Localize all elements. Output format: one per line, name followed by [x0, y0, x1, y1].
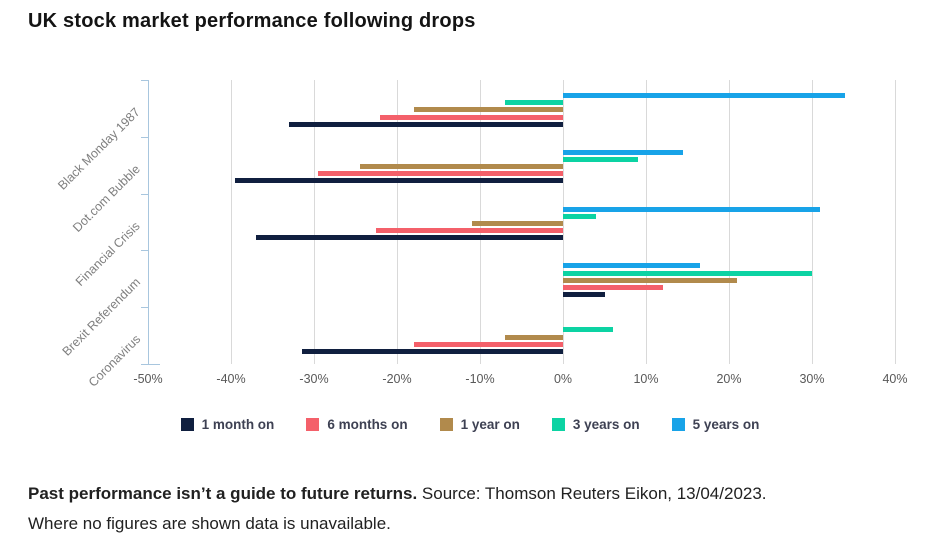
legend-item: 5 years on — [671, 417, 760, 432]
legend-label: 3 years on — [572, 417, 640, 432]
x-tick-label-0pct: 0% — [553, 372, 573, 386]
y-axis-spine — [148, 80, 149, 364]
bar — [413, 107, 563, 113]
gridline--40 — [231, 80, 232, 364]
legend-swatch-icon — [306, 418, 320, 431]
legend-label: 1 year on — [460, 417, 520, 432]
bar — [504, 100, 563, 106]
bar — [563, 327, 613, 333]
gridline--20 — [397, 80, 398, 364]
gridline-20 — [729, 80, 730, 364]
gridline-0 — [563, 80, 564, 364]
legend-item: 1 month on — [180, 417, 275, 432]
y-axis-tick — [141, 193, 148, 195]
legend-swatch-icon — [671, 418, 685, 431]
footnote-line-1: Past performance isn’t a guide to future… — [28, 479, 918, 509]
legend-swatch-icon — [551, 418, 565, 431]
bar — [380, 114, 563, 120]
x-tick-label-40pct: 40% — [882, 372, 908, 386]
bar-chart-plot-area: -50% -40% -30% -20% -10% 0% 10% 20% 30% 40% Black … — [55, 80, 908, 390]
footnote-warning-text: Past performance isn’t a guide to future… — [28, 484, 418, 503]
bar — [255, 235, 563, 241]
chart-footnote: Past performance isn’t a guide to future… — [28, 479, 918, 539]
legend-item: 3 years on — [551, 417, 640, 432]
legend-item: 6 months on — [306, 417, 408, 432]
gridline-30 — [812, 80, 813, 364]
bar — [318, 171, 563, 177]
y-axis-tick — [141, 364, 148, 365]
x-tick-label-30pct: 30% — [799, 372, 825, 386]
y-axis-tick — [141, 307, 148, 309]
bar — [563, 292, 605, 297]
gridline--30 — [314, 80, 315, 364]
bar — [563, 284, 663, 290]
y-axis-tick — [141, 250, 148, 252]
bar — [563, 149, 684, 155]
legend-swatch-icon — [180, 418, 194, 431]
bar — [504, 334, 563, 340]
x-tick-label--50pct: -50% — [133, 372, 163, 386]
bar — [563, 157, 638, 162]
footnote-line-2: Where no figures are shown data is unava… — [28, 514, 391, 533]
x-axis-corner-stub — [148, 364, 160, 365]
bar — [563, 270, 812, 276]
x-tick-label--40pct: -40% — [216, 372, 246, 386]
gridline-40 — [895, 80, 896, 364]
bar — [563, 93, 846, 98]
legend-label: 6 months on — [327, 417, 408, 432]
legend-label: 1 month on — [201, 417, 275, 432]
bar — [563, 263, 700, 269]
bar — [359, 164, 563, 170]
bar — [289, 121, 563, 127]
bar — [563, 206, 821, 212]
x-tick-label-20pct: 20% — [716, 372, 742, 386]
x-tick-label--10pct: -10% — [465, 372, 495, 386]
y-axis-tick — [141, 136, 148, 138]
legend-swatch-icon — [439, 418, 453, 431]
chart-legend: 1 month on 6 months on 1 year on 3 years on… — [0, 417, 940, 432]
legend-label: 5 years on — [692, 417, 760, 432]
chart-title: UK stock market performance following dr… — [28, 10, 476, 32]
gridline-10 — [646, 80, 647, 364]
bar — [471, 220, 563, 226]
legend-item: 1 year on — [439, 417, 520, 432]
bar — [563, 213, 597, 219]
footnote-source-text: Source: Thomson Reuters Eikon, 13/04/202… — [417, 484, 767, 503]
x-tick-label--20pct: -20% — [382, 372, 412, 386]
x-tick-label--30pct: -30% — [299, 372, 329, 386]
y-axis-tick — [141, 80, 148, 81]
bar — [376, 228, 564, 234]
x-tick-label-10pct: 10% — [633, 372, 659, 386]
bar — [301, 348, 563, 354]
bar — [563, 277, 738, 283]
bar — [413, 341, 563, 347]
bar — [235, 178, 564, 184]
